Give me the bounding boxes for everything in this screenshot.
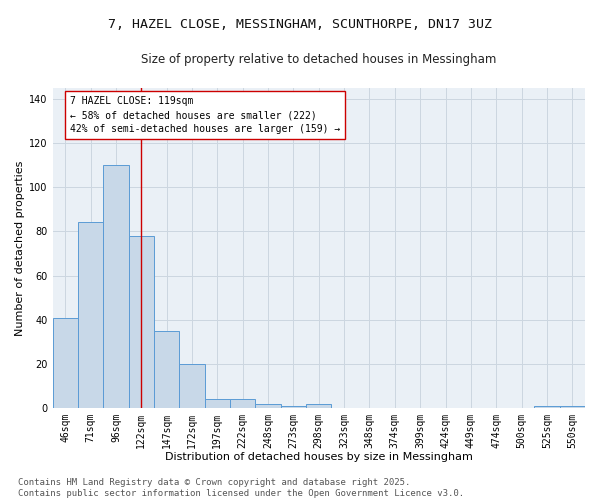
Text: Contains HM Land Registry data © Crown copyright and database right 2025.
Contai: Contains HM Land Registry data © Crown c… xyxy=(18,478,464,498)
Bar xyxy=(230,400,256,408)
Bar xyxy=(179,364,205,408)
Bar xyxy=(128,236,154,408)
Y-axis label: Number of detached properties: Number of detached properties xyxy=(15,160,25,336)
Title: Size of property relative to detached houses in Messingham: Size of property relative to detached ho… xyxy=(141,52,496,66)
Bar xyxy=(560,406,585,408)
Bar xyxy=(154,331,179,408)
Bar xyxy=(53,318,78,408)
Text: 7, HAZEL CLOSE, MESSINGHAM, SCUNTHORPE, DN17 3UZ: 7, HAZEL CLOSE, MESSINGHAM, SCUNTHORPE, … xyxy=(108,18,492,30)
Bar xyxy=(306,404,331,408)
Bar xyxy=(256,404,281,408)
Bar xyxy=(205,400,230,408)
Bar xyxy=(534,406,560,408)
Bar xyxy=(103,165,128,408)
Bar xyxy=(281,406,306,408)
Bar xyxy=(78,222,103,408)
X-axis label: Distribution of detached houses by size in Messingham: Distribution of detached houses by size … xyxy=(165,452,473,462)
Text: 7 HAZEL CLOSE: 119sqm
← 58% of detached houses are smaller (222)
42% of semi-det: 7 HAZEL CLOSE: 119sqm ← 58% of detached … xyxy=(70,96,341,134)
